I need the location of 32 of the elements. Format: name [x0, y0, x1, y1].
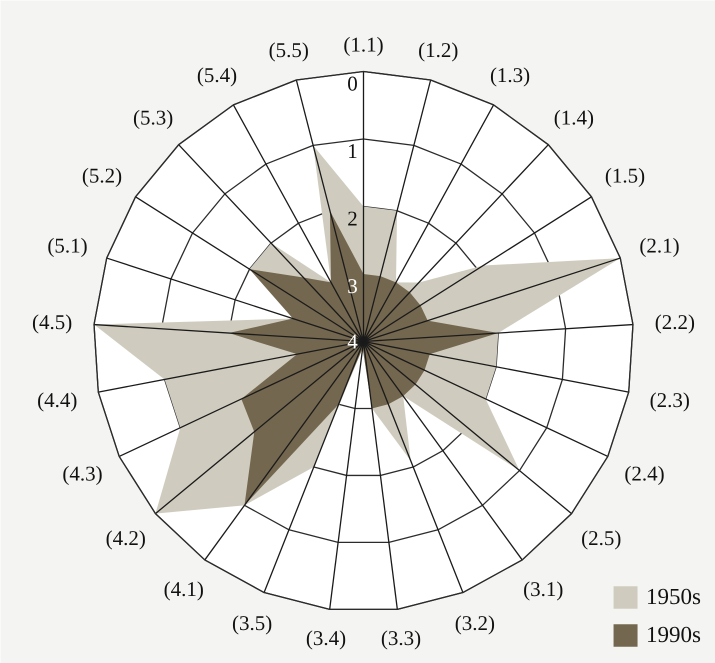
spoke-label: (3.3) — [380, 626, 422, 650]
y-tick-label: 3 — [347, 274, 358, 298]
spoke-label: (5.3) — [133, 106, 174, 130]
spoke-label: (1.5) — [604, 164, 646, 188]
spoke-label: (3.5) — [232, 610, 272, 635]
legend-label: 1990s — [646, 622, 701, 648]
y-tick-label: 1 — [347, 139, 358, 163]
spoke-label: (5.5) — [268, 38, 309, 62]
spoke-label: (3.2) — [454, 610, 495, 635]
spoke-label: (2.2) — [654, 310, 695, 334]
spoke-label: (1.4) — [554, 106, 594, 130]
spoke-label: (1.2) — [418, 38, 458, 62]
spoke-label: (4.5) — [32, 310, 72, 334]
spoke-label: (5.2) — [82, 164, 122, 188]
legend-label: 1950s — [646, 584, 701, 610]
spoke-label: (4.1) — [164, 576, 204, 601]
spoke-label: (4.2) — [106, 526, 146, 550]
spoke-label: (4.4) — [37, 388, 78, 412]
spoke-label: (5.1) — [47, 233, 88, 258]
y-tick-label: 4 — [347, 330, 358, 354]
spoke-label: (3.4) — [306, 626, 346, 650]
spoke-label: (3.1) — [523, 576, 564, 601]
y-tick-label: 2 — [347, 206, 358, 230]
spoke-label: (2.4) — [624, 462, 665, 486]
spoke-label: (1.3) — [490, 62, 530, 87]
spoke-label: (2.3) — [650, 388, 690, 412]
spoke-label: (1.1) — [343, 32, 384, 56]
spoke-label: (2.5) — [581, 526, 622, 550]
spoke-label: (4.3) — [62, 462, 103, 486]
y-tick-label: 0 — [347, 72, 358, 96]
spoke-label: (2.1) — [639, 233, 680, 258]
spoke-label: (5.4) — [196, 62, 238, 87]
